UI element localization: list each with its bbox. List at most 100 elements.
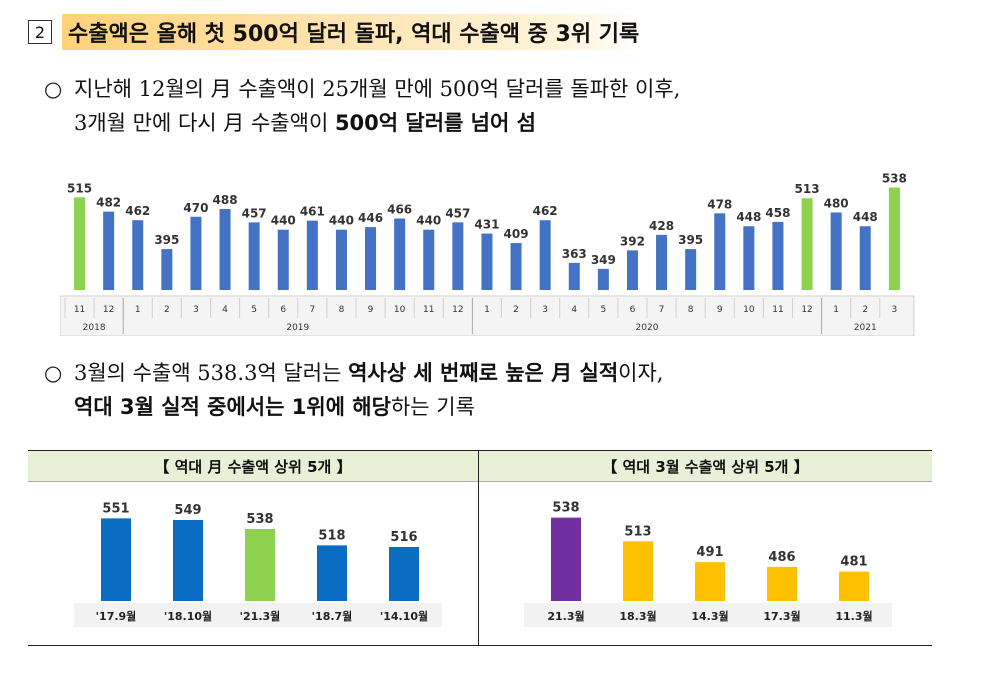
bar-14 [481, 233, 493, 290]
bar-label-20: 428 [649, 219, 674, 233]
left-category-2: '21.3월 [240, 609, 281, 623]
bar-2 [132, 220, 144, 290]
month-label-16: 3 [542, 305, 548, 315]
section-heading: 2 수출액은 올해 첫 500억 달러 돌파, 역대 수출액 중 3위 기록 [28, 14, 646, 50]
top5-monthly-chart: 551 '17.9월 549 '18.10월 538 '21.3월 518 '18.7월 516… [74, 501, 442, 627]
bar-17 [568, 262, 580, 290]
right-panel-title: 【 역대 3월 수출액 상위 5개 】 [479, 451, 932, 482]
bar-label-17: 363 [562, 247, 587, 261]
bar-label-25: 513 [795, 182, 820, 196]
bar-label-24: 458 [765, 206, 790, 220]
left-value-2: 538 [246, 512, 273, 527]
left-panel-title: 【 역대 月 수출액 상위 5개 】 [28, 451, 478, 482]
bar-21 [685, 249, 697, 290]
month-label-17: 4 [571, 305, 577, 315]
left-category-1: '18.10월 [164, 609, 212, 623]
right-bar-0 [551, 517, 581, 601]
bullet-1: ○ [44, 77, 63, 101]
bar-label-0: 515 [67, 181, 92, 195]
axis-band [60, 295, 915, 336]
left-category-0: '17.9월 [96, 609, 137, 623]
left-bar-4 [389, 547, 419, 601]
bar-label-22: 478 [707, 197, 732, 211]
bar-label-3: 395 [154, 233, 179, 247]
para1-line2-plain: 3개월 만에 다시 月 수출액이 [74, 111, 335, 135]
bar-18 [597, 268, 609, 290]
bar-label-2: 462 [125, 204, 150, 218]
bar-label-27: 448 [853, 210, 878, 224]
bar-label-13: 457 [445, 206, 470, 220]
month-label-18: 5 [600, 305, 606, 315]
left-bar-3 [317, 545, 347, 601]
bar-12 [423, 229, 435, 290]
month-label-26: 1 [833, 305, 839, 315]
bar-label-16: 462 [533, 204, 558, 218]
month-label-8: 7 [309, 305, 315, 315]
month-label-3: 2 [164, 305, 170, 315]
bar-8 [306, 220, 318, 290]
section-number: 2 [28, 20, 52, 44]
bar-label-5: 488 [213, 193, 238, 207]
left-bar-1 [173, 520, 203, 601]
top5-panels: 【 역대 月 수출액 상위 5개 】 【 역대 3월 수출액 상위 5개 】 5… [28, 450, 932, 646]
month-label-23: 10 [743, 305, 755, 315]
month-label-22: 9 [717, 305, 723, 315]
right-bar-4 [839, 571, 869, 601]
left-value-4: 516 [390, 530, 417, 545]
month-label-1: 12 [103, 305, 114, 315]
month-label-19: 6 [630, 305, 636, 315]
bar-label-12: 440 [416, 214, 441, 228]
bar-3 [161, 249, 173, 290]
bar-11 [394, 218, 406, 290]
top5-march-chart: 538 21.3월 513 18.3월 491 14.3월 486 17.3월 481 11.3월 [524, 501, 892, 627]
bar-label-18: 349 [591, 253, 616, 267]
bar-label-23: 448 [736, 210, 761, 224]
right-category-4: 11.3월 [835, 609, 872, 623]
left-category-4: '14.10월 [380, 609, 428, 623]
month-label-28: 3 [891, 305, 897, 315]
year-label-1: 2019 [286, 323, 309, 333]
para1-line2-bold: 500억 달러를 넘어 섬 [334, 111, 536, 135]
month-label-6: 5 [251, 305, 257, 315]
bar-label-26: 480 [824, 196, 849, 210]
bar-label-14: 431 [474, 218, 499, 232]
para2-line1-plain-b: 이자, [618, 361, 664, 385]
month-label-0: 11 [74, 305, 85, 315]
bar-19 [626, 250, 638, 290]
bar-label-15: 409 [504, 227, 529, 241]
bar-13 [452, 222, 464, 290]
bar-1 [103, 211, 115, 290]
bar-label-8: 461 [300, 205, 325, 219]
bar-4 [190, 216, 202, 290]
monthly-export-chart: 5151148212462139524703488445754406461744… [60, 171, 915, 336]
year-label-3: 2021 [854, 323, 877, 333]
bar-label-9: 440 [329, 214, 354, 228]
bar-0 [74, 197, 86, 290]
bar-label-6: 457 [242, 206, 267, 220]
bar-label-4: 470 [183, 201, 208, 215]
right-bar-2 [695, 562, 725, 601]
bar-6 [248, 222, 260, 290]
month-label-10: 9 [368, 305, 374, 315]
bar-label-21: 395 [678, 233, 703, 247]
paragraph-2: ○ 3월의 수출액 538.3억 달러는 역사상 세 번째로 높은 月 실적이자,… [44, 356, 663, 424]
month-label-25: 12 [801, 305, 812, 315]
month-label-12: 11 [423, 305, 434, 315]
bar-22 [714, 213, 726, 290]
bar-16 [539, 220, 551, 290]
bar-25 [801, 198, 813, 290]
right-value-2: 491 [696, 545, 723, 560]
right-category-0: 21.3월 [547, 609, 584, 623]
right-category-1: 18.3월 [619, 609, 656, 623]
month-label-9: 8 [339, 305, 345, 315]
right-value-1: 513 [624, 524, 651, 539]
left-axis-band [74, 603, 442, 627]
right-category-3: 17.3월 [763, 609, 800, 623]
bar-28 [888, 187, 900, 290]
year-label-0: 2018 [83, 323, 106, 333]
para2-line1-plain-a: 3월의 수출액 538.3억 달러는 [74, 361, 349, 385]
right-value-3: 486 [768, 550, 795, 565]
right-bar-3 [767, 566, 797, 601]
para2-line2-plain: 하는 기록 [390, 395, 475, 419]
bar-7 [277, 229, 289, 290]
